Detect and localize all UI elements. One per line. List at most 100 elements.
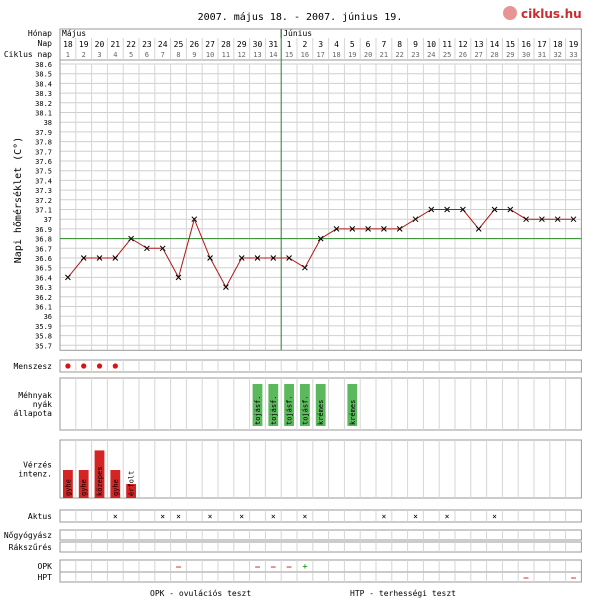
- y-tick-label: 37.2: [35, 197, 52, 205]
- cycle-day-label: 10: [206, 51, 214, 59]
- cycle-day-label: 31: [538, 51, 546, 59]
- mucus-bar: [300, 384, 310, 426]
- cycle-day-label: 5: [129, 51, 133, 59]
- opk-label: OPK: [38, 562, 53, 571]
- intercourse-mark: ×: [160, 512, 165, 521]
- temperature-point: [444, 206, 450, 213]
- cycle-day-label: 16: [301, 51, 309, 59]
- bleeding-text: gyhe: [80, 479, 88, 496]
- bleeding-bar: [94, 450, 105, 498]
- day-label: 28: [221, 40, 231, 49]
- temperature-point: [539, 216, 545, 223]
- month-row-label: Hónap: [28, 28, 52, 38]
- temperature-point: [460, 206, 466, 213]
- mucus-text: tojásf.: [254, 395, 262, 425]
- day-label: 29: [237, 40, 247, 49]
- intercourse-mark: ×: [176, 512, 181, 521]
- temperature-point: [396, 226, 403, 232]
- intercourse-label: Aktus: [28, 512, 52, 521]
- temperature-point: [159, 245, 166, 252]
- menses-dot: [96, 363, 103, 369]
- day-label: 7: [381, 40, 386, 49]
- cycle-day-label: 9: [192, 51, 196, 59]
- y-tick-label: 36: [44, 313, 52, 321]
- day-label: 19: [79, 40, 89, 49]
- cycle-day-label: 15: [285, 51, 293, 59]
- mucus-text: krémes: [349, 400, 357, 425]
- cycle-day-label: 3: [97, 51, 101, 59]
- y-tick-label: 37.7: [35, 148, 52, 156]
- mucus-bar: [268, 384, 279, 426]
- temperature-point: [112, 255, 119, 261]
- bleeding-text: közepes: [96, 466, 104, 496]
- y-tick-label: 37.5: [35, 168, 52, 176]
- y-tick-label: 36.5: [35, 265, 52, 273]
- menses-dot: [112, 363, 118, 369]
- chart-title: 2007. május 18. - 2007. június 19.: [198, 11, 403, 23]
- temperature-point: [254, 255, 261, 261]
- temperature-point: [570, 216, 577, 223]
- opk-result: –: [255, 562, 260, 571]
- intercourse-mark: ×: [302, 512, 307, 521]
- opk-frame: [59, 559, 582, 573]
- y-tick-label: 38.6: [35, 61, 52, 69]
- cycle-day-label: 29: [506, 51, 514, 59]
- month-label: Június: [283, 29, 312, 38]
- day-label: 6: [366, 40, 371, 49]
- temp-frame: [59, 28, 582, 351]
- temperature-point: [349, 226, 356, 232]
- y-tick-label: 38: [44, 119, 52, 127]
- temperature-point: [96, 255, 103, 261]
- day-label: 23: [142, 40, 152, 49]
- cycle-day-label: 4: [113, 51, 117, 59]
- cycle-day-label: 27: [474, 51, 482, 59]
- temperature-point: [144, 245, 150, 252]
- day-label: 18: [553, 40, 563, 49]
- bleeding-bar: [110, 470, 121, 498]
- temperature-point: [381, 226, 387, 232]
- day-label: 15: [505, 40, 515, 49]
- y-tick-label: 37.4: [35, 177, 52, 185]
- cycle-day-label: 25: [443, 51, 451, 59]
- cycle-day-label: 32: [553, 51, 561, 59]
- cycle-day-label: 21: [380, 51, 388, 59]
- intercourse-mark: ×: [271, 512, 276, 521]
- bleeding-text: gyhe: [112, 479, 120, 496]
- cycle-day-label: 22: [395, 51, 403, 59]
- menses-dot: [65, 363, 71, 369]
- y-tick-label: 37.6: [35, 158, 52, 166]
- day-row-label: Nap: [38, 39, 53, 48]
- opk-result: –: [287, 562, 292, 571]
- y-tick-label: 38.3: [35, 90, 52, 98]
- temperature-point: [191, 216, 198, 223]
- y-tick-label: 36.9: [35, 226, 52, 234]
- logo-icon: [503, 6, 517, 20]
- day-label: 21: [110, 40, 120, 49]
- y-tick-label: 36.6: [35, 255, 52, 263]
- day-label: 31: [268, 40, 278, 49]
- cycle-day-label: 6: [145, 51, 149, 59]
- day-label: 10: [426, 40, 436, 49]
- mucus-bar: [284, 384, 294, 426]
- logo-text: ciklus.hu: [521, 7, 582, 21]
- y-tick-label: 38.2: [35, 100, 52, 108]
- day-label: 19: [569, 40, 579, 49]
- y-tick-label: 37: [44, 216, 52, 224]
- day-label: 3: [318, 40, 323, 49]
- logo[interactable]: ciklus.hu: [503, 6, 582, 21]
- intercourse-frame: [59, 509, 582, 523]
- menses-dot: [81, 363, 87, 369]
- day-label: 30: [253, 40, 263, 49]
- temperature-point: [412, 216, 419, 223]
- y-tick-label: 38.4: [35, 80, 52, 88]
- menses-frame: [59, 359, 582, 373]
- cycle-day-label: 26: [459, 51, 467, 59]
- cycle-day-label: 20: [364, 51, 372, 59]
- day-label: 24: [158, 40, 168, 49]
- y-tick-label: 38.1: [35, 110, 52, 118]
- temperature-point: [554, 216, 561, 223]
- screening-frame: [59, 541, 582, 553]
- y-tick-label: 37.8: [35, 139, 52, 147]
- mucus-label: állapota: [13, 409, 52, 418]
- bleeding-bar: [78, 470, 89, 498]
